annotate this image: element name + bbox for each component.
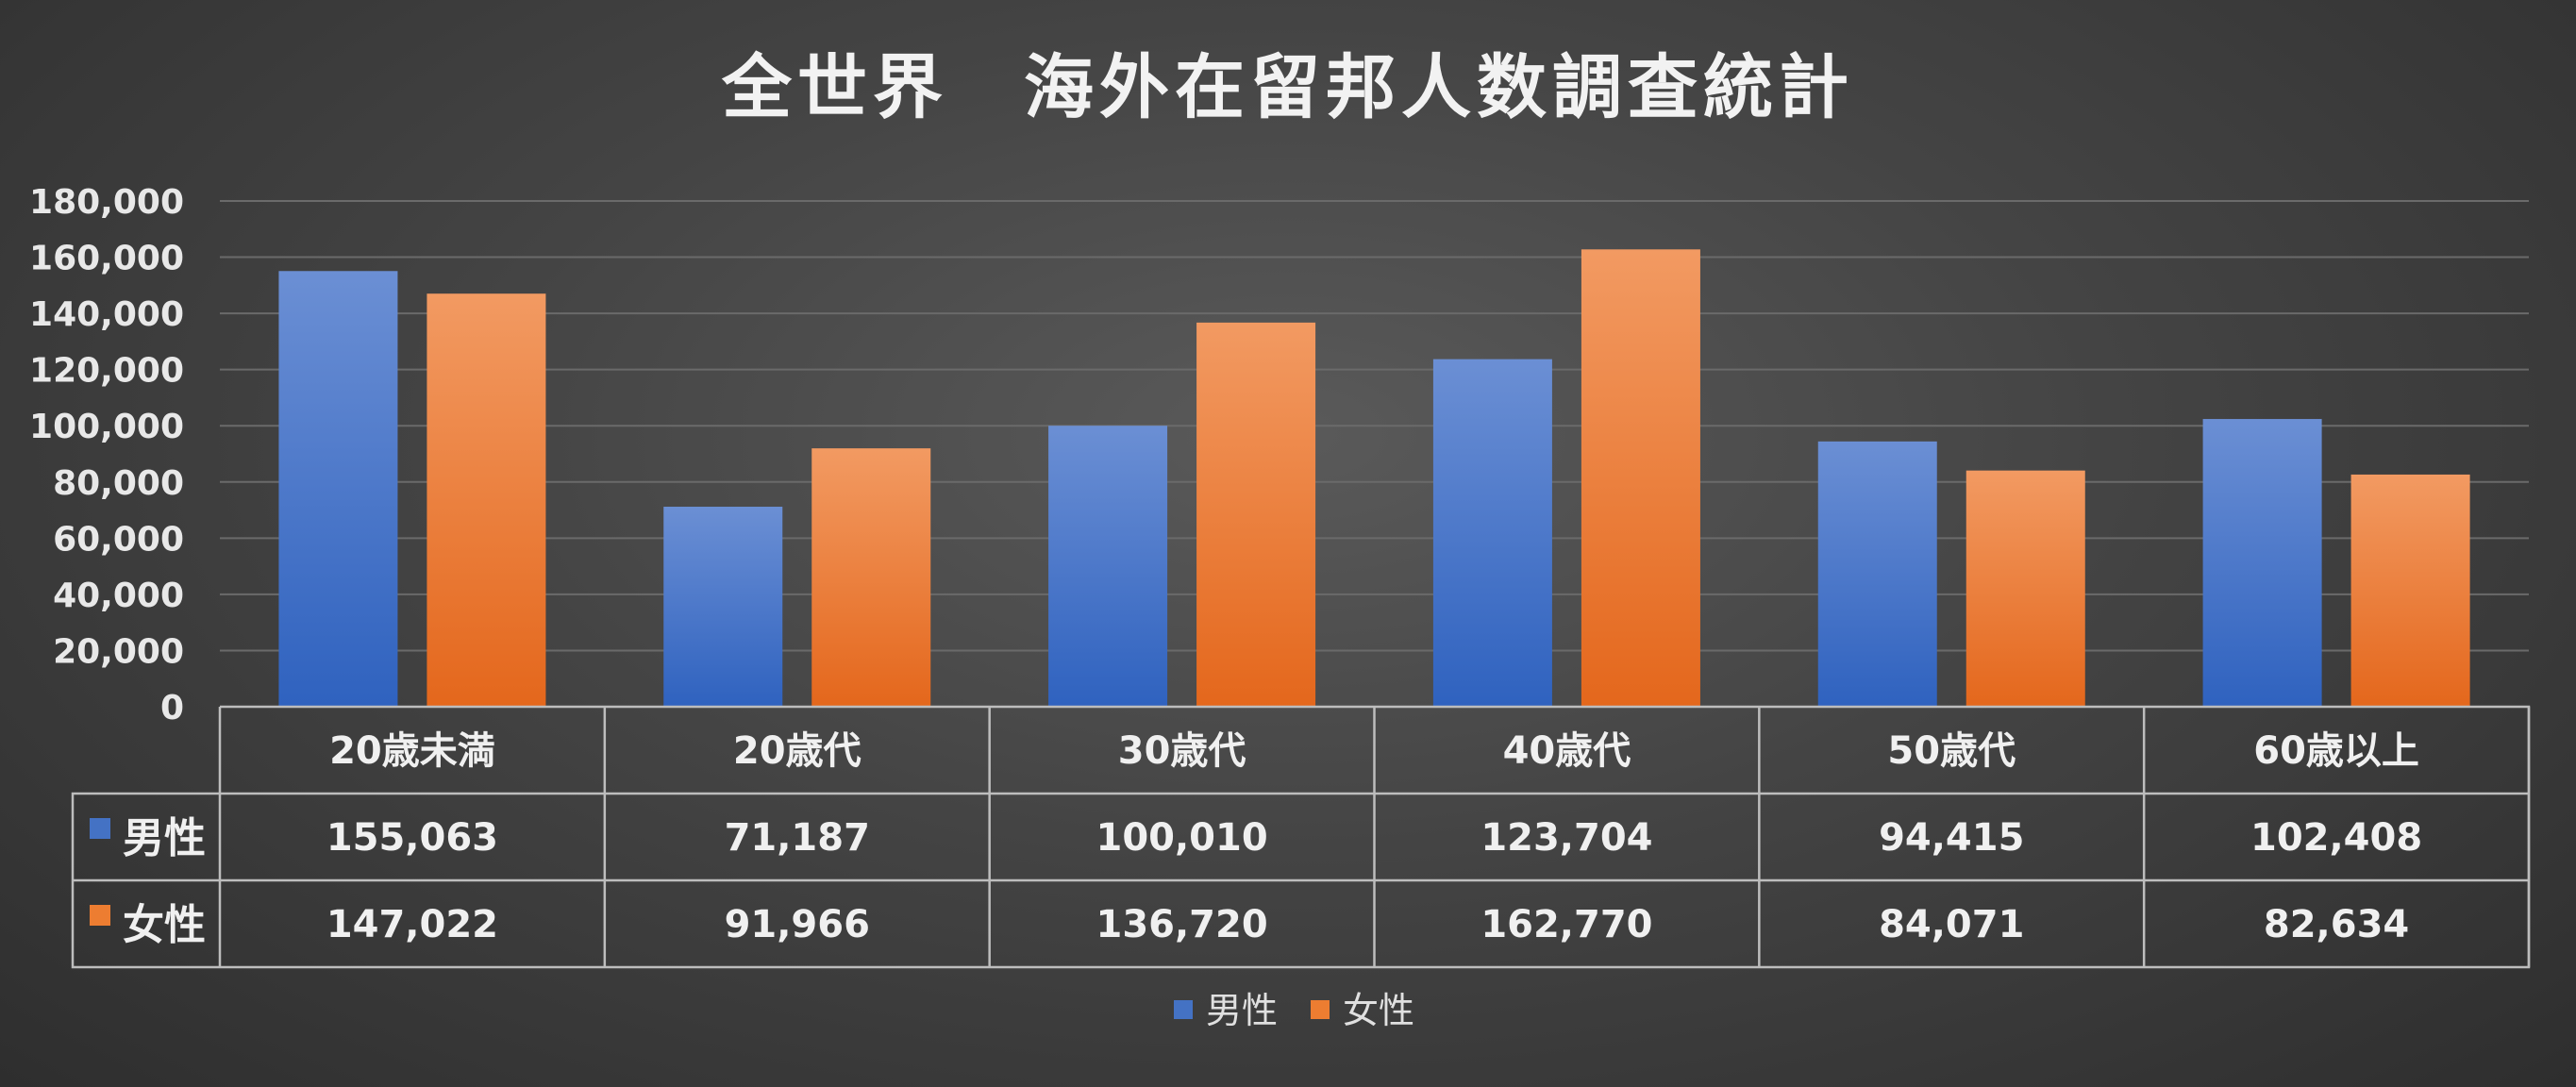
gridlines (220, 200, 2529, 652)
bar-male-1 (278, 271, 398, 707)
y-tick-label: 60,000 (53, 520, 184, 559)
legend-swatch-female (1311, 1000, 1330, 1019)
category-label: 60歳以上 (2253, 729, 2419, 773)
table-cell-female: 147,022 (326, 903, 498, 946)
table-cell-male: 94,415 (1879, 816, 2024, 860)
bar-female-1 (427, 293, 546, 707)
category-label: 40歳代 (1503, 729, 1631, 773)
y-tick-label: 160,000 (29, 240, 184, 278)
bars (278, 249, 2470, 707)
table-row-label-female: 女性 (123, 901, 206, 949)
legend-label-male: 男性 (1206, 990, 1278, 1031)
table-legend-key-male (90, 818, 110, 839)
table-cell-female: 91,966 (725, 903, 870, 946)
table-cell-male: 102,408 (2250, 816, 2422, 860)
table-cell-male: 100,010 (1096, 816, 1267, 860)
bar-female-6 (2350, 474, 2470, 707)
table-legend-key-female (90, 905, 110, 926)
y-tick-label: 80,000 (53, 464, 184, 503)
bar-female-4 (1581, 249, 1700, 707)
category-label: 30歳代 (1118, 729, 1246, 773)
y-tick-label: 100,000 (29, 408, 184, 446)
data-table: 20歳未満 155,063 147,022 20歳代 71,187 91,966 30歳代 1… (71, 705, 2531, 969)
legend-swatch-male (1174, 1000, 1193, 1019)
bar-male-6 (2202, 419, 2322, 707)
legend-label-female: 女性 (1343, 990, 1414, 1031)
category-label: 50歳代 (1887, 729, 2016, 773)
table-cell-male: 123,704 (1480, 816, 1652, 860)
table-cell-female: 136,720 (1096, 903, 1267, 946)
category-label: 20歳未満 (329, 729, 495, 773)
table-cell-male: 155,063 (326, 816, 498, 860)
table-cell-male: 71,187 (725, 816, 870, 860)
bar-female-3 (1196, 322, 1316, 707)
table-cell-female: 82,634 (2264, 903, 2409, 946)
bar-male-2 (663, 507, 783, 707)
chart-title: 全世界 海外在留邦人数調査統計 (721, 47, 1854, 128)
bar-female-2 (811, 448, 931, 707)
bar-male-5 (1817, 441, 1937, 707)
category-label: 20歳代 (733, 729, 861, 773)
y-axis-ticks: 0 20,000 40,000 60,000 80,000 100,000 120,000 1… (29, 183, 184, 727)
table-cell-female: 162,770 (1480, 903, 1652, 946)
bar-male-3 (1048, 426, 1168, 707)
y-tick-label: 40,000 (53, 577, 184, 615)
table-cell-female: 84,071 (1879, 903, 2024, 946)
y-tick-label: 0 (160, 689, 184, 727)
bar-male-4 (1432, 359, 1552, 707)
y-tick-label: 140,000 (29, 295, 184, 334)
y-tick-label: 180,000 (29, 183, 184, 222)
table-row-label-male: 男性 (123, 814, 206, 862)
y-tick-label: 120,000 (29, 352, 184, 391)
y-tick-label: 20,000 (53, 632, 184, 671)
bar-female-5 (1965, 470, 2085, 707)
legend: 男性 女性 (1174, 990, 1414, 1031)
